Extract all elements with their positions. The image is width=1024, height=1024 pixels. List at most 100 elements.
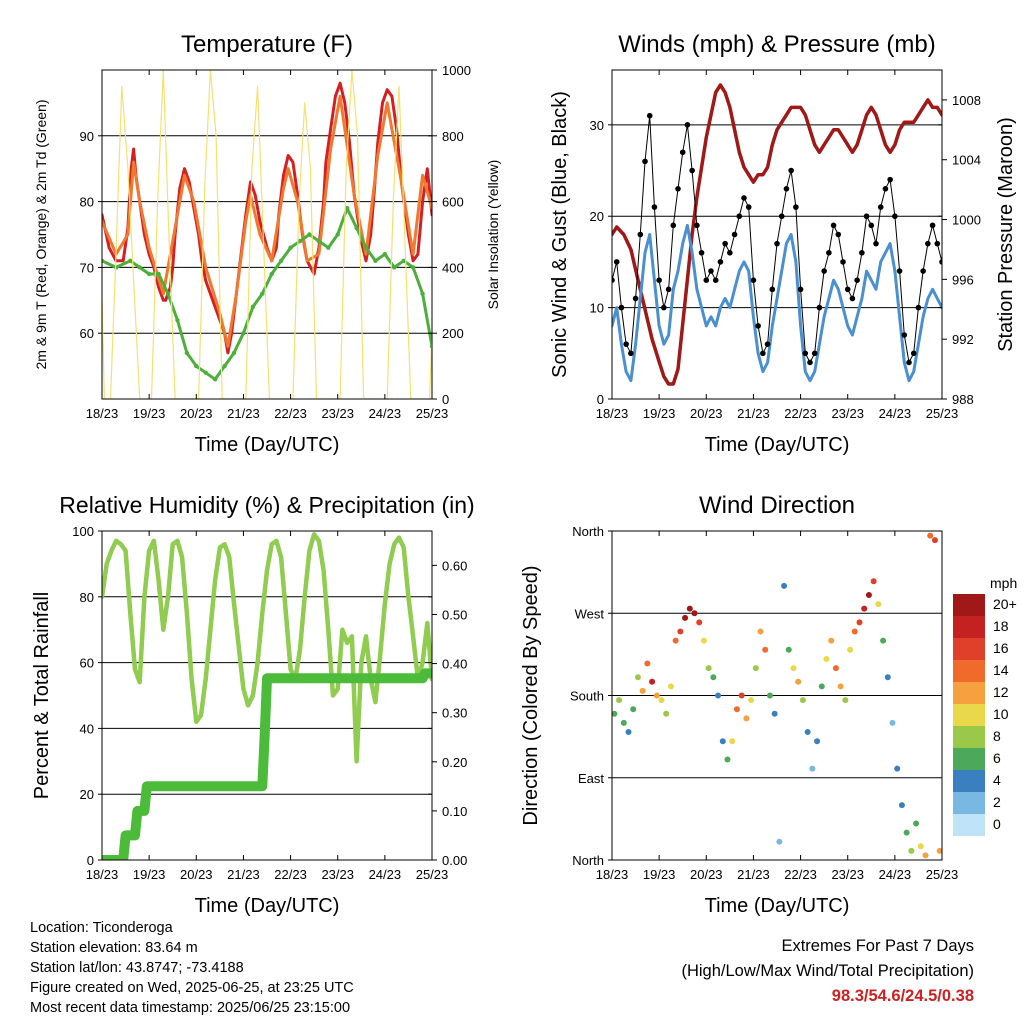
x-tick-label: 20/23: [180, 406, 213, 421]
series-2m-td-point: [194, 363, 199, 369]
y-tick-label: 20: [80, 787, 94, 802]
direction-point: [814, 738, 821, 745]
colorbar-label: 20+: [993, 596, 1017, 612]
y2-tick-label: 1000: [952, 213, 981, 228]
x-tick-label: 23/23: [321, 406, 354, 421]
colorbar-label: 2: [993, 794, 1001, 810]
colorbar-swatch: [953, 748, 985, 770]
series-gust-point: [703, 277, 710, 283]
x-tick-label: 24/23: [879, 867, 912, 882]
extremes-box: Extremes For Past 7 Days (High/Low/Max W…: [681, 934, 974, 1009]
series-gust-point: [840, 259, 846, 265]
colorbar-label: 16: [993, 640, 1009, 656]
series-gust-point: [783, 186, 790, 192]
panel-title: Winds (mph) & Pressure (mb): [618, 31, 935, 58]
series-gust-point: [793, 204, 799, 210]
y-tick-label: 60: [80, 656, 94, 671]
series-gust-point: [727, 249, 733, 256]
y2-axis-label: Station Pressure (Maroon): [995, 117, 1017, 352]
direction-point: [790, 665, 797, 672]
plot-frame: [101, 530, 433, 861]
plot-frame: [611, 69, 943, 400]
x-tick-label: 20/23: [180, 867, 213, 882]
series-gust-point: [859, 249, 865, 256]
x-tick-label: 21/23: [737, 867, 770, 882]
series-gust-point: [764, 341, 771, 347]
series-2m-td-point: [203, 370, 208, 375]
y2-axis-label: Solar Insolation (Yellow): [485, 160, 501, 310]
series-2m-td-point: [128, 258, 133, 264]
direction-point: [663, 710, 670, 717]
station-location: Location: Ticonderoga: [30, 920, 173, 936]
direction-point: [630, 706, 637, 713]
series-2m-td-point: [278, 258, 284, 264]
series-wind: [612, 223, 942, 383]
series-2m-td-point: [222, 363, 227, 369]
x-tick-label: 19/23: [133, 867, 166, 882]
station-elevation: Station elevation: 83.64 m: [30, 940, 198, 956]
x-tick-label: 18/23: [596, 406, 629, 421]
station-info: Location: Ticonderoga Station elevation:…: [30, 918, 354, 1018]
series-gust-point: [816, 304, 823, 311]
y-tick-label: 20: [590, 209, 604, 224]
series-gust-point: [637, 231, 644, 238]
series-gust-point: [642, 158, 648, 165]
y-tick-label: 80: [80, 195, 94, 210]
series-gust-point: [679, 149, 686, 156]
y-tick-label: East: [578, 771, 604, 786]
direction-point: [719, 738, 726, 745]
direction-point: [837, 683, 844, 690]
data-layer: [612, 83, 942, 386]
series-gust-point: [939, 259, 942, 265]
panel-2: Winds (mph) & Pressure (mb) 0 10 20 30 18/23 1…: [549, 31, 1017, 456]
series-gust-point: [934, 240, 941, 247]
direction-point: [828, 637, 835, 644]
series-gust-point: [844, 286, 851, 293]
direction-point: [752, 665, 759, 672]
y2-tick-label: 1004: [952, 153, 981, 168]
figure-created: Figure created on Wed, 2025-06-25, at 23…: [30, 980, 354, 996]
data-timestamp: Most recent data timestamp: 2025/06/25 2…: [30, 1000, 351, 1016]
series-gust-point: [694, 222, 700, 229]
series-2m-td-point: [307, 232, 312, 237]
series-gust-point: [821, 268, 827, 274]
direction-point: [625, 729, 632, 736]
y2-tick-label: 400: [442, 260, 464, 275]
direction-point: [832, 665, 839, 672]
direction-point: [612, 710, 618, 717]
series-gust-point: [684, 122, 691, 128]
series-gust-point: [774, 240, 780, 247]
y2-tick-label: 0.10: [442, 804, 467, 819]
direction-point: [861, 605, 868, 612]
series-2m-td-point: [156, 271, 161, 277]
series-pressure: [612, 83, 942, 386]
y-tick-label: 10: [590, 301, 604, 316]
series-gust-point: [854, 277, 860, 283]
direction-point: [639, 687, 646, 694]
series-gust-point: [769, 286, 776, 293]
series-9m-t: [102, 94, 432, 348]
direction-point: [748, 697, 755, 704]
direction-point: [667, 683, 674, 690]
direction-point: [903, 829, 910, 836]
series-gust-point: [788, 167, 794, 174]
series-2m-td-point: [269, 271, 274, 277]
direction-point: [913, 820, 920, 827]
x-tick-label: 23/23: [831, 406, 864, 421]
series-gust-point: [873, 240, 879, 247]
series-gust-point: [920, 268, 926, 274]
series-gust-point: [623, 341, 629, 347]
series-gust-point: [849, 295, 856, 302]
direction-point: [691, 610, 698, 617]
colorbar-label: 8: [993, 728, 1001, 744]
extremes-values: 98.3/54.6/24.5/0.38: [831, 987, 974, 1005]
series-2m-td-point: [113, 265, 119, 270]
y-tick-label: 80: [80, 590, 94, 605]
y-tick-label: 40: [80, 721, 94, 736]
series-gust-point: [651, 204, 658, 210]
colorbar-label: 10: [993, 706, 1009, 722]
y2-tick-label: 0.20: [442, 755, 467, 770]
series-gust-point: [807, 359, 813, 366]
series-gust-point: [901, 332, 908, 338]
x-tick-label: 25/23: [926, 867, 959, 882]
